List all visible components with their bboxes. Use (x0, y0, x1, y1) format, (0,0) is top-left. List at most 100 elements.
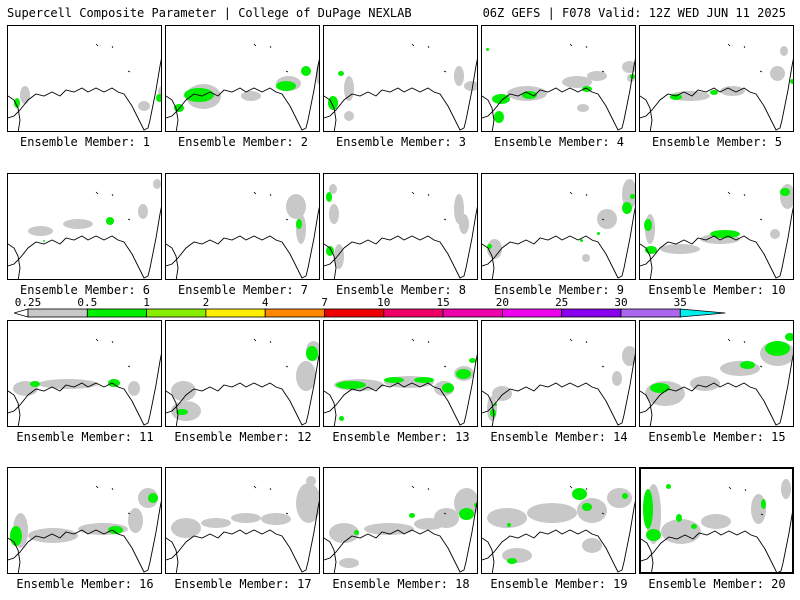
scp-contour-gray (128, 381, 140, 396)
scp-map-7 (166, 191, 319, 279)
scp-contour-gray (780, 184, 793, 209)
scp-contour-green (301, 66, 311, 76)
map-boundary-mark (127, 70, 131, 73)
ensemble-member-label: Ensemble Member: 18 (332, 577, 470, 591)
ensemble-panel-16 (7, 467, 162, 574)
scp-contour-green (306, 346, 318, 361)
coastline (482, 58, 635, 131)
ensemble-member-label: Ensemble Member: 17 (174, 577, 312, 591)
scp-contour-green (761, 499, 766, 509)
colorbar-tick-label: 4 (262, 296, 269, 309)
colorbar-tick-label: 20 (496, 296, 509, 309)
map-boundary-mark (427, 340, 430, 344)
scp-contour-gray (622, 346, 635, 366)
scp-contour-gray (306, 476, 316, 486)
map-boundary-mark (743, 45, 746, 49)
map-boundary-mark (95, 338, 99, 342)
scp-contour-green (646, 529, 661, 541)
scp-contour-gray (660, 244, 700, 254)
scp-contour-green (780, 188, 790, 196)
scp-map-20 (641, 479, 792, 572)
scp-contour-green (710, 90, 718, 95)
scp-map-2 (166, 43, 319, 131)
scp-contour-green (486, 48, 489, 51)
ensemble-panel-18 (323, 467, 478, 574)
map-boundary-mark (443, 512, 447, 515)
colorbar-segment (620, 308, 681, 318)
map-boundary-mark (269, 193, 272, 197)
coastline (324, 500, 477, 573)
map-boundary-mark (285, 512, 289, 515)
coastline (8, 537, 21, 573)
coastline (640, 390, 653, 426)
scp-map-4 (482, 43, 635, 131)
scp-contour-gray (329, 204, 339, 224)
scp-contour-gray (28, 528, 78, 543)
scp-contour-green (666, 484, 671, 489)
scp-contour-green (354, 530, 359, 535)
colorbar-tick-label: 1 (143, 296, 150, 309)
scp-contour-gray (171, 518, 201, 538)
scp-map-8 (324, 184, 477, 279)
map-boundary-mark (759, 70, 763, 73)
scp-contour-gray (329, 184, 337, 194)
map-boundary-mark (743, 340, 746, 344)
colorbar-segment (442, 308, 503, 318)
scp-contour-green (338, 71, 344, 76)
ensemble-member-label: Ensemble Member: 4 (493, 135, 625, 149)
scp-contour-gray (63, 219, 93, 229)
scp-contour-green (108, 526, 123, 534)
map-boundary-mark (285, 365, 289, 368)
ensemble-panel-2 (165, 25, 320, 132)
scp-contour-green (494, 111, 504, 123)
ensemble-member-label: Ensemble Member: 20 (648, 577, 786, 591)
coastline (482, 95, 495, 131)
scp-contour-gray (138, 101, 150, 111)
scp-contour-gray (454, 66, 464, 86)
coastline (482, 390, 495, 426)
scp-contour-green (14, 98, 20, 108)
map-boundary-mark (727, 43, 731, 47)
map-boundary-mark (253, 191, 257, 195)
coastline (8, 390, 21, 426)
colorbar-segment (205, 308, 266, 318)
colorbar-tick-label: 15 (436, 296, 449, 309)
ensemble-panel-17 (165, 467, 320, 574)
ensemble-member-label: Ensemble Member: 11 (16, 430, 154, 444)
scp-contour-green (10, 526, 22, 546)
map-boundary-mark (443, 218, 447, 221)
scp-contour-green (790, 79, 793, 84)
scp-contour-gray (286, 194, 306, 219)
scp-contour-green (469, 358, 476, 363)
scp-contour-green (326, 192, 332, 202)
colorbar-tick-label: 0.5 (77, 296, 97, 309)
coastline (640, 206, 793, 279)
scp-contour-green (643, 489, 653, 529)
coastline (482, 353, 635, 426)
map-boundary-mark (285, 218, 289, 221)
scp-contour-green (326, 246, 334, 256)
ensemble-panel-8 (323, 173, 478, 280)
scp-contour-green (580, 239, 583, 242)
ensemble-member-label: Ensemble Member: 6 (19, 283, 151, 297)
scp-contour-green (622, 493, 628, 499)
map-boundary-mark (585, 487, 588, 491)
map-boundary-mark (601, 365, 605, 368)
ensemble-panel-15 (639, 320, 794, 427)
colorbar-tick-label: 7 (321, 296, 328, 309)
map-boundary-mark (601, 70, 605, 73)
map-boundary-mark (127, 218, 131, 221)
scp-map-17 (166, 476, 319, 573)
scp-contour-green (572, 488, 587, 500)
colorbar-segment (146, 308, 207, 318)
scp-contour-gray (701, 514, 731, 529)
ensemble-member-label: Ensemble Member: 15 (648, 430, 786, 444)
map-boundary-mark (427, 487, 430, 491)
scp-contour-gray (334, 244, 344, 269)
scp-contour-green (710, 230, 740, 238)
map-boundary-mark (760, 513, 764, 516)
scp-contour-green (339, 416, 344, 421)
ensemble-panel-4 (481, 25, 636, 132)
ensemble-member-label: Ensemble Member: 1 (19, 135, 151, 149)
scp-contour-green (43, 240, 45, 242)
